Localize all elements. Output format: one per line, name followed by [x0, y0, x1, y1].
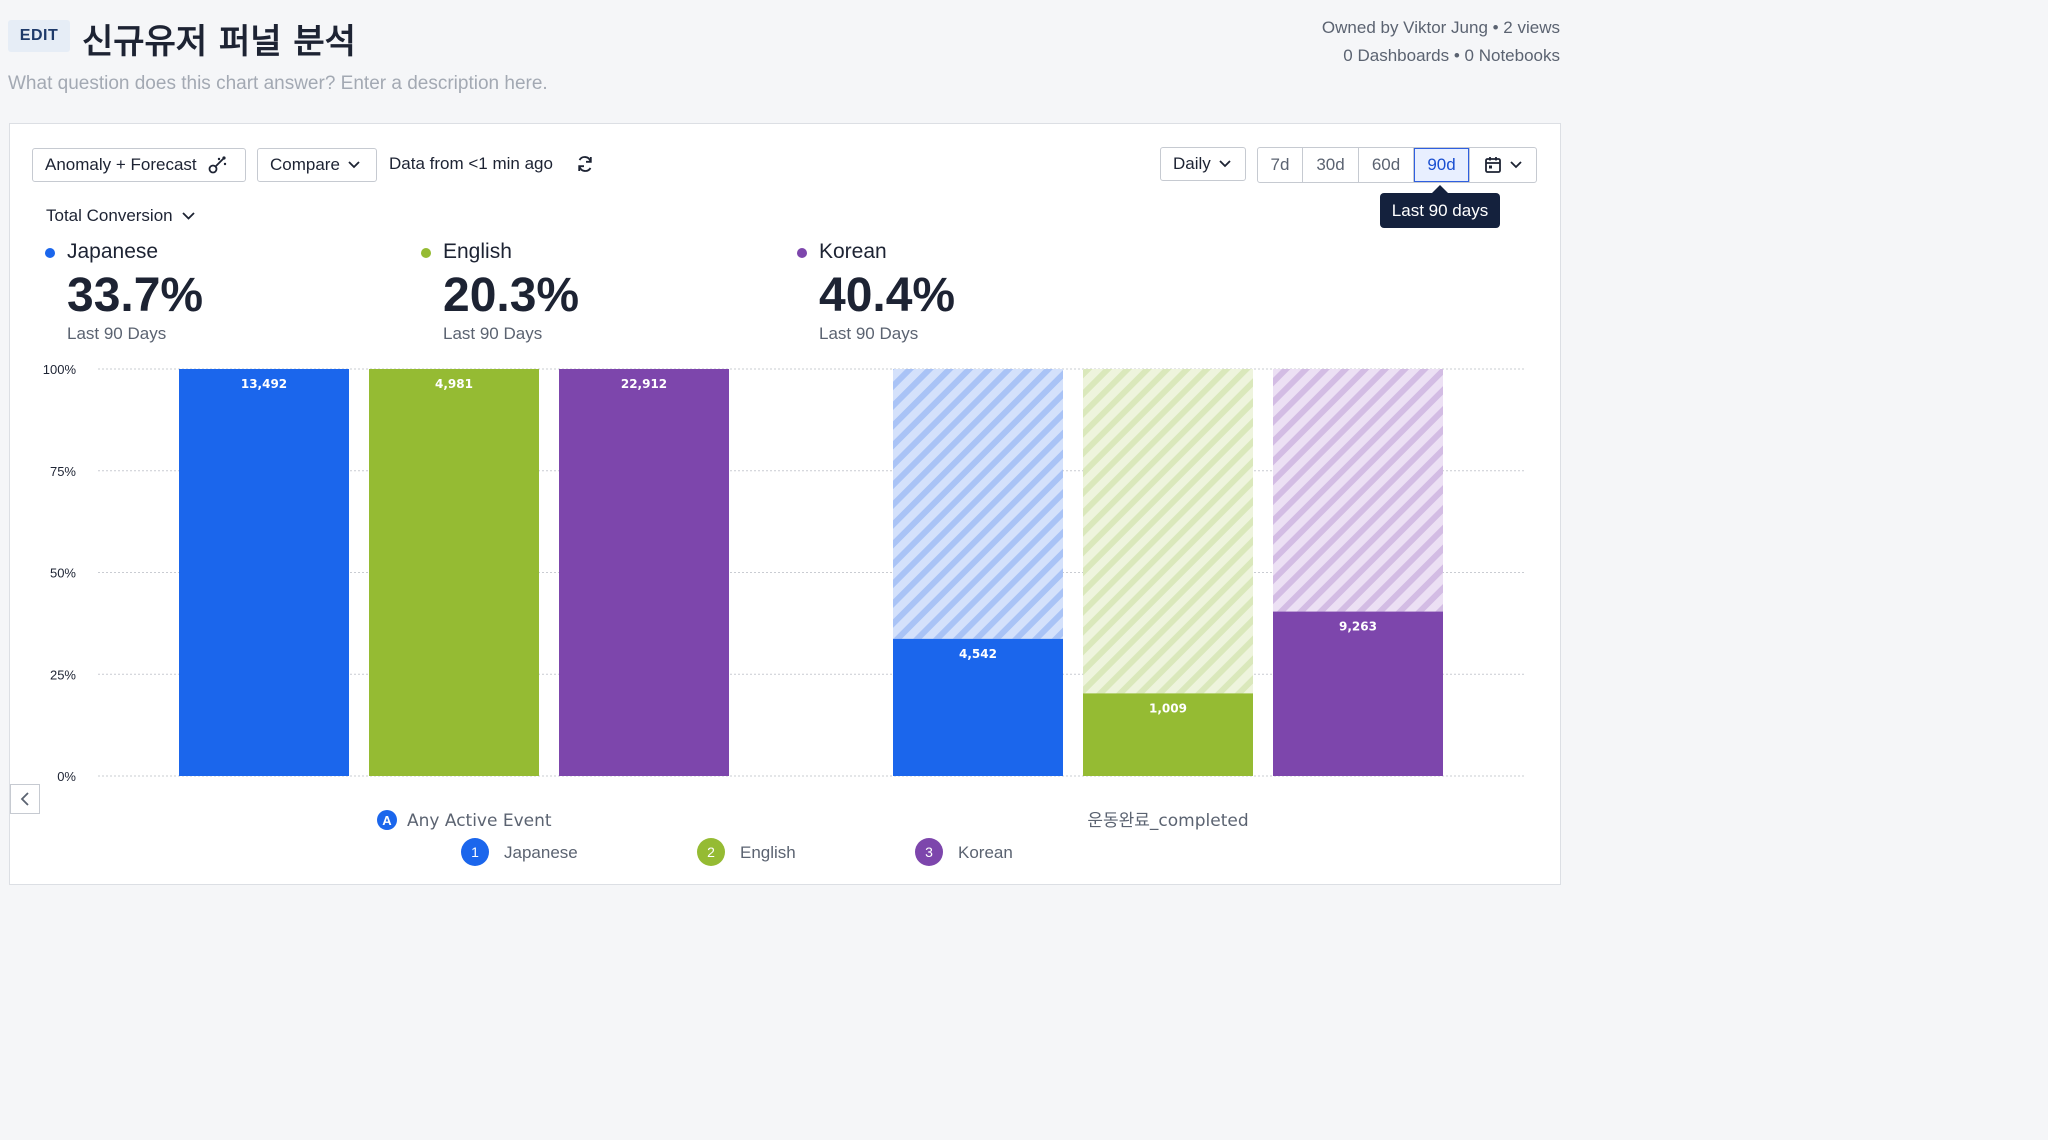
period-label: Last 90 Days	[67, 324, 167, 343]
metric-selector[interactable]: Total Conversion	[46, 206, 195, 226]
range-tooltip: Last 90 days	[1380, 185, 1500, 228]
description-field[interactable]: What question does this chart answer? En…	[8, 73, 548, 94]
chevron-down-icon	[181, 212, 195, 220]
chevron-down-icon	[1510, 161, 1522, 169]
legend-index-badge	[915, 838, 943, 866]
bar-value-label: 13,492	[241, 377, 287, 391]
legend-index: 2	[707, 844, 715, 860]
anomaly-forecast-button[interactable]: Anomaly + Forecast	[32, 148, 246, 182]
y-tick-label: 0%	[57, 769, 76, 784]
bar-value-label: 22,912	[621, 377, 667, 391]
dropoff-bar[interactable]	[893, 369, 1063, 639]
y-tick-label: 25%	[50, 667, 76, 682]
anomaly-forecast-label: Anomaly + Forecast	[45, 155, 197, 174]
conversion-percent: 40.4%	[819, 269, 956, 322]
metric-selector-label: Total Conversion	[46, 206, 173, 225]
page-title[interactable]: 신규유저 퍼널 분석	[82, 22, 356, 62]
y-tick-label: 100%	[43, 362, 77, 377]
chevron-down-icon	[348, 161, 360, 169]
data-freshness: Data from <1 min ago	[389, 154, 553, 173]
bar-value-label: 4,981	[435, 377, 473, 391]
legend-index: 1	[471, 844, 479, 860]
series-color-dot	[45, 248, 55, 258]
chart-panel: Anomaly + Forecast Compare Data from <1 …	[9, 123, 1561, 885]
chevron-down-icon	[1219, 160, 1231, 168]
owner-info: Owned by Viktor Jung • 2 views	[1321, 18, 1560, 37]
y-tick-label: 50%	[50, 566, 76, 581]
range-60d[interactable]: 60d	[1359, 148, 1414, 182]
bar-value-label: 1,009	[1149, 701, 1187, 715]
legend-index-badge	[697, 838, 725, 866]
category-label: 운동완료_completed	[1087, 811, 1248, 831]
series-name: Korean	[819, 240, 887, 263]
series-name: Japanese	[67, 240, 159, 263]
legend-series-name[interactable]: Korean	[958, 843, 1013, 862]
legend-series-name[interactable]: Japanese	[504, 843, 578, 862]
conversion-bar[interactable]	[559, 369, 729, 776]
conversion-bar[interactable]	[369, 369, 539, 776]
compare-button[interactable]: Compare	[257, 148, 377, 182]
dropoff-bar[interactable]	[1273, 369, 1443, 612]
bar-value-label: 4,542	[959, 647, 997, 661]
period-label: Last 90 Days	[443, 324, 543, 343]
y-tick-label: 75%	[50, 464, 76, 479]
series-color-dot	[797, 248, 807, 258]
any-event-icon: A	[382, 813, 392, 828]
scroll-left-button[interactable]	[10, 784, 40, 814]
bar-value-label: 9,263	[1339, 620, 1377, 634]
custom-range-button[interactable]	[1470, 148, 1536, 182]
conversion-bar[interactable]	[1083, 693, 1253, 776]
interval-label: Daily	[1173, 154, 1211, 173]
category-label: Any Active Event	[407, 811, 552, 831]
legend-index: 3	[925, 844, 933, 860]
edit-button[interactable]: EDIT	[8, 20, 70, 52]
chevron-left-icon	[20, 792, 29, 806]
conversion-percent: 33.7%	[67, 269, 204, 322]
conversion-bar[interactable]	[893, 638, 1063, 776]
refresh-icon[interactable]	[575, 154, 595, 174]
period-label: Last 90 Days	[819, 324, 919, 343]
anomaly-icon	[208, 156, 226, 174]
range-30d[interactable]: 30d	[1303, 148, 1359, 182]
compare-label: Compare	[270, 155, 340, 174]
legend-series-name[interactable]: English	[740, 843, 796, 862]
chart-header: EDIT 신규유저 퍼널 분석 What question does this …	[0, 0, 1568, 120]
series-color-dot	[421, 248, 431, 258]
legend-index-badge	[461, 838, 489, 866]
dropoff-bar[interactable]	[1083, 369, 1253, 694]
usage-info: 0 Dashboards • 0 Notebooks	[1343, 46, 1560, 65]
series-name: English	[443, 240, 512, 263]
conversion-bar[interactable]	[179, 369, 349, 776]
conversion-bar[interactable]	[1273, 611, 1443, 776]
calendar-icon	[1485, 157, 1501, 173]
range-90d[interactable]: 90d	[1414, 148, 1470, 182]
range-selector: 7d 30d 60d 90d	[1257, 147, 1537, 183]
conversion-percent: 20.3%	[443, 269, 580, 322]
range-7d[interactable]: 7d	[1258, 148, 1303, 182]
funnel-chart: 0% 25% 50% 75% 100% 13,492 4,981 22,912 4,542 1,0…	[43, 362, 1526, 866]
event-badge-icon	[377, 810, 397, 830]
interval-select[interactable]: Daily	[1160, 147, 1246, 181]
